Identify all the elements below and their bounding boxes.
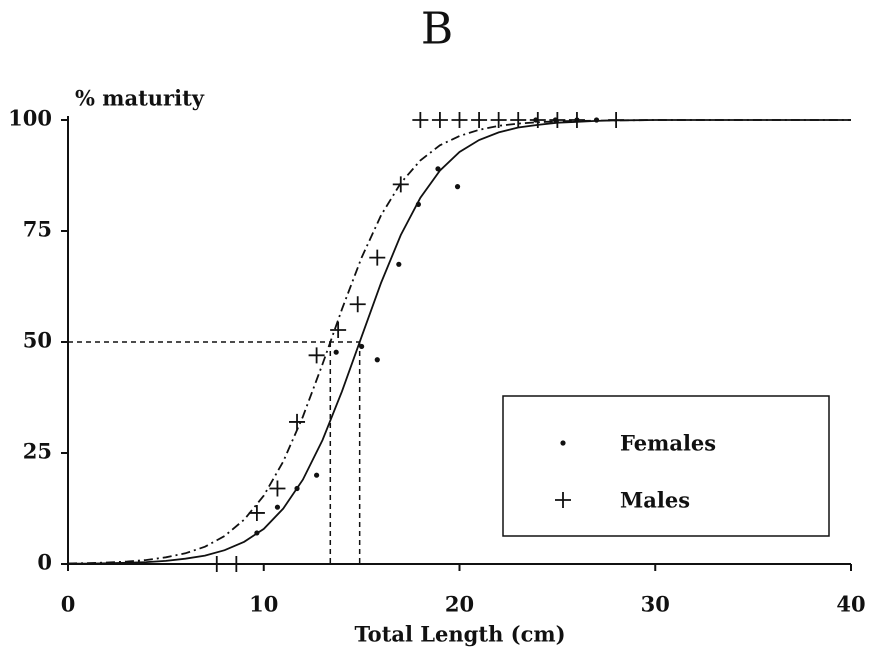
y-tick-label: 100 bbox=[8, 106, 52, 131]
point bbox=[369, 249, 386, 266]
legend-label: Females bbox=[620, 431, 716, 456]
y-axis-label: % maturity bbox=[75, 86, 205, 111]
x-tick-label: 30 bbox=[641, 592, 670, 617]
x-tick-label: 20 bbox=[445, 592, 474, 617]
x-axis-label: Total Length (cm) bbox=[354, 622, 565, 647]
point bbox=[392, 176, 409, 193]
point bbox=[593, 117, 600, 123]
point bbox=[349, 296, 366, 313]
point bbox=[435, 166, 441, 172]
point bbox=[471, 112, 488, 128]
point bbox=[529, 112, 546, 128]
point bbox=[549, 112, 566, 128]
chart-title: B bbox=[421, 4, 453, 55]
y-tick-label: 75 bbox=[23, 217, 52, 242]
point bbox=[374, 357, 380, 363]
y-tick-label: 0 bbox=[37, 550, 52, 575]
point bbox=[228, 556, 245, 572]
y-tick-label: 50 bbox=[23, 328, 52, 353]
x-tick-label: 40 bbox=[836, 592, 865, 617]
legend-box bbox=[502, 395, 830, 537]
point bbox=[208, 556, 225, 572]
y-tick-label: 25 bbox=[23, 439, 52, 464]
point bbox=[415, 201, 421, 207]
point bbox=[412, 112, 429, 128]
point bbox=[608, 112, 625, 128]
legend-label: Males bbox=[620, 488, 690, 513]
point bbox=[254, 530, 260, 536]
point bbox=[451, 112, 468, 128]
point bbox=[314, 472, 320, 478]
point bbox=[396, 261, 402, 267]
legend-marker bbox=[555, 492, 571, 508]
x-tick-label: 10 bbox=[249, 592, 278, 617]
point bbox=[248, 504, 265, 521]
point bbox=[274, 504, 281, 510]
point bbox=[568, 112, 585, 128]
point bbox=[431, 112, 448, 128]
point bbox=[454, 184, 461, 190]
point bbox=[510, 112, 527, 128]
point bbox=[289, 413, 306, 430]
point bbox=[269, 480, 286, 497]
point bbox=[308, 347, 325, 364]
point bbox=[294, 485, 300, 492]
point bbox=[490, 112, 507, 128]
point bbox=[333, 349, 339, 355]
x-tick-label: 0 bbox=[61, 592, 76, 617]
legend-marker bbox=[560, 440, 566, 446]
point bbox=[330, 322, 347, 339]
point bbox=[359, 343, 365, 350]
